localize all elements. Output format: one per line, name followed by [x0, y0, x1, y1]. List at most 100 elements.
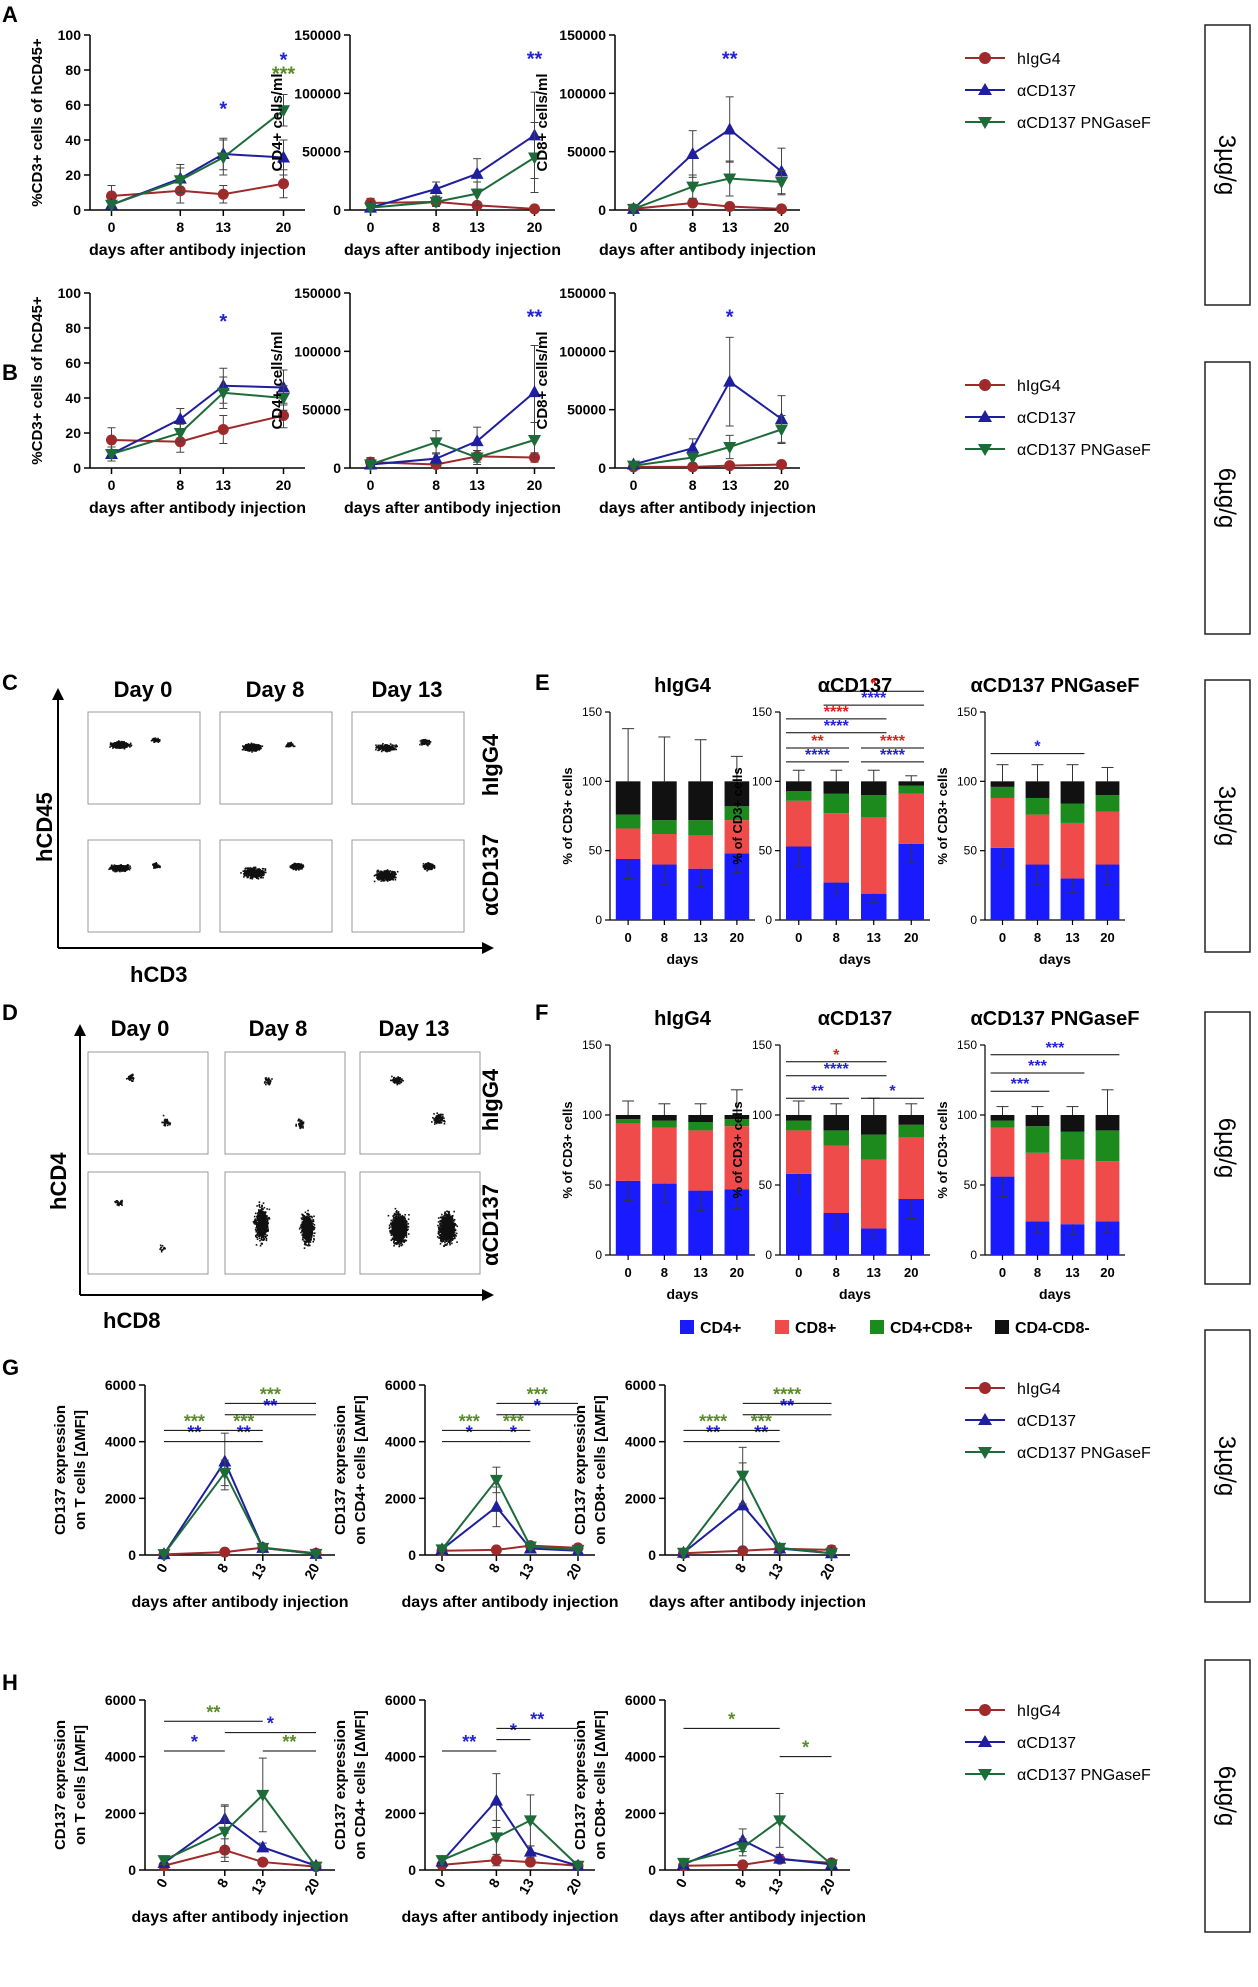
event-dot — [254, 744, 256, 747]
event-dot — [248, 871, 251, 874]
event-dot — [253, 869, 255, 872]
event-dot — [390, 875, 392, 877]
event-dot — [247, 744, 249, 746]
event-dot — [166, 1122, 169, 1124]
event-dot — [262, 1222, 265, 1224]
event-dot — [401, 1079, 403, 1082]
panel-label-c: C — [2, 670, 18, 695]
event-dot — [268, 1078, 271, 1081]
event-dot — [260, 1227, 263, 1230]
event-dot — [393, 875, 396, 878]
event-dot — [258, 1224, 261, 1227]
event-dot — [120, 743, 123, 746]
event-dot — [260, 871, 263, 874]
event-dot — [249, 747, 252, 749]
event-dot — [251, 867, 254, 870]
event-dot — [254, 1212, 257, 1215]
event-dot — [307, 1243, 310, 1246]
event-dot — [382, 879, 385, 881]
event-dot — [259, 1244, 262, 1247]
event-dot — [293, 866, 296, 869]
dose-box-b: 6µg/g — [1204, 361, 1251, 635]
event-dot — [305, 1222, 307, 1225]
flow-c-higg4-day8 — [219, 711, 333, 805]
event-dot — [313, 1232, 316, 1234]
event-dot — [312, 1225, 315, 1228]
event-dot — [421, 740, 423, 743]
event-dot — [438, 1117, 441, 1120]
event-dot — [392, 878, 394, 881]
dots — [375, 738, 432, 753]
event-dot — [118, 869, 121, 872]
event-dot — [436, 1116, 438, 1119]
event-dot — [255, 1236, 258, 1239]
event-dot — [258, 1229, 261, 1232]
event-dot — [120, 741, 123, 743]
event-dot — [264, 1220, 267, 1223]
event-dot — [308, 1236, 311, 1238]
event-dot — [123, 869, 125, 871]
event-dot — [121, 744, 124, 746]
event-dot — [157, 864, 160, 867]
event-dot — [112, 747, 114, 749]
event-dot — [437, 1118, 439, 1120]
panel-label-g: G — [2, 1355, 19, 1380]
event-dot — [286, 745, 289, 748]
event-dot — [155, 862, 158, 864]
event-dot — [425, 741, 427, 744]
event-dot — [255, 871, 258, 874]
event-dot — [435, 1119, 437, 1121]
event-dot — [378, 878, 381, 881]
bar-legend-cd8: CD8+ — [775, 1320, 836, 1337]
event-dot — [375, 744, 377, 747]
event-dot — [242, 748, 244, 751]
event-dot — [248, 744, 250, 746]
event-dot — [254, 869, 257, 871]
event-dot — [157, 739, 160, 742]
event-dot — [307, 1209, 309, 1212]
plot-frame — [219, 711, 333, 805]
event-dot — [127, 868, 129, 870]
legend-a: hIgG4 αCD137 αCD137 PNGaseF — [965, 51, 1151, 132]
event-dot — [396, 1081, 398, 1083]
event-dot — [426, 869, 428, 872]
event-dot — [256, 876, 259, 878]
event-dot — [433, 1117, 436, 1120]
event-dot — [258, 1221, 261, 1223]
event-dot — [163, 1120, 166, 1122]
event-dot — [393, 870, 395, 873]
event-dot — [376, 877, 378, 879]
event-dot — [269, 1080, 272, 1082]
event-dot — [304, 1242, 306, 1244]
event-dot — [297, 863, 300, 865]
event-dot — [268, 1216, 270, 1219]
event-dot — [428, 865, 431, 868]
event-dot — [263, 1082, 266, 1084]
event-dot — [257, 1215, 260, 1217]
event-dot — [301, 1227, 303, 1229]
event-dot — [129, 742, 132, 745]
event-dot — [117, 868, 119, 870]
event-dot — [259, 1235, 262, 1237]
event-dot — [435, 1117, 438, 1120]
event-dot — [379, 871, 381, 874]
event-dot — [312, 1220, 315, 1223]
event-dot — [120, 1202, 123, 1205]
event-dot — [394, 1080, 396, 1082]
event-dot — [302, 1125, 304, 1128]
event-dot — [304, 1233, 306, 1236]
event-dot — [373, 880, 376, 883]
event-dot — [309, 1220, 311, 1223]
event-dot — [304, 1218, 307, 1221]
event-dot — [243, 876, 245, 878]
event-dot — [428, 741, 431, 744]
event-dot — [117, 741, 120, 744]
event-dot — [432, 1116, 434, 1119]
event-dot — [115, 745, 117, 748]
legend-item-higg4: hIgG4 — [965, 1381, 1061, 1398]
event-dot — [307, 1244, 309, 1247]
event-dot — [389, 743, 392, 745]
event-dot — [396, 1082, 399, 1085]
event-dot — [114, 1200, 116, 1203]
